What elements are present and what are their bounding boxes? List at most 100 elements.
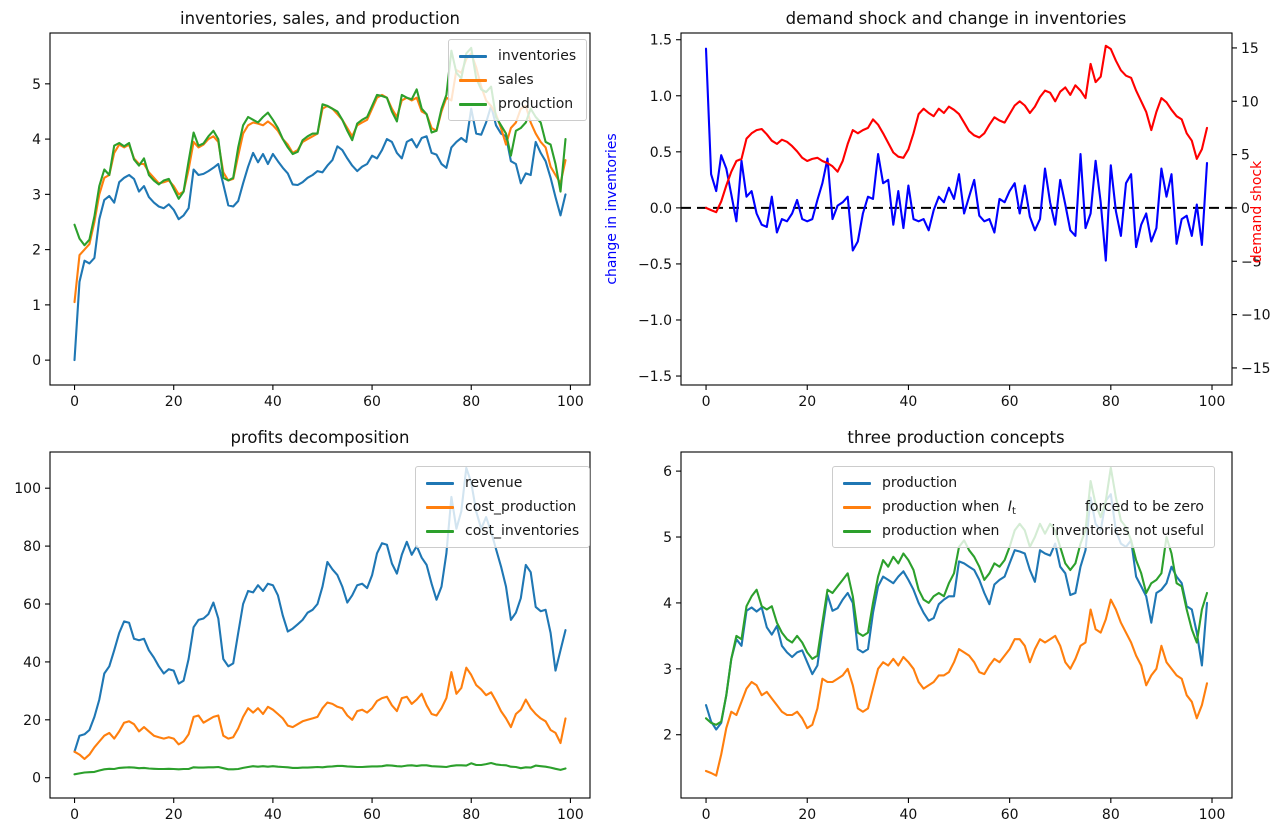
y-tick-label: 3: [32, 187, 41, 203]
x-tick-label: 100: [557, 807, 584, 823]
x-tick-label: 80: [462, 394, 480, 410]
y-tick-label: −1.0: [638, 313, 672, 329]
y-tick-label: 4: [663, 596, 672, 612]
legend-line-swatch: [426, 481, 454, 485]
y-tick-label: −1.5: [638, 369, 672, 385]
x-tick-label: 80: [1102, 807, 1120, 823]
legend-line-swatch: [843, 505, 871, 509]
plot-spines: [680, 32, 1233, 386]
x-tick-label: 80: [462, 807, 480, 823]
x-tick-label: 0: [702, 394, 711, 410]
legend-line-swatch: [459, 102, 487, 106]
x-tick-label: 20: [798, 807, 816, 823]
y-tick-label: 100: [14, 481, 41, 497]
legend-three-production-concepts: production production when I t forced to…: [832, 466, 1215, 548]
legend-line-swatch: [843, 481, 871, 485]
legend-label-text: production: [882, 475, 958, 491]
legend-item: sales: [459, 72, 576, 88]
y-tick-label: 2: [663, 728, 672, 744]
legend-label: production: [882, 475, 957, 491]
y-tick-label: 0: [32, 771, 41, 787]
x-tick-label: 0: [702, 807, 711, 823]
y-tick-label: 0.5: [650, 145, 672, 161]
legend-label: cost_inventories: [465, 523, 580, 539]
y-tick-label: 1.0: [650, 89, 672, 105]
x-tick-label: 40: [264, 394, 282, 410]
chart-title-inventories-sales-production: inventories, sales, and production: [179, 9, 461, 28]
legend-profits-decomposition: revenue cost_production cost_inventories: [415, 466, 591, 548]
y-tick-label-right: 5: [1241, 148, 1250, 164]
x-tick-label: 40: [900, 394, 918, 410]
y-tick-label-right: −10: [1241, 308, 1271, 324]
x-tick-label: 100: [557, 394, 584, 410]
legend-label-right: forced to be zero: [1084, 499, 1204, 515]
legend-line-swatch: [426, 529, 454, 533]
x-tick-label: 40: [264, 807, 282, 823]
y-axis-label-demand-shock: demand shock: [1249, 160, 1265, 264]
x-tick-label: 0: [70, 394, 79, 410]
y-tick-label: 5: [32, 77, 41, 93]
legend-item: production: [843, 475, 1204, 491]
y-tick-label: −0.5: [638, 257, 672, 273]
series-line-demand-shock: [704, 44, 1209, 214]
y-tick-label: 1: [32, 298, 41, 314]
legend-item: production: [459, 96, 576, 112]
legend-label-text: production when: [882, 523, 1000, 539]
legend-item: inventories: [459, 48, 576, 64]
y-tick-label: 40: [23, 655, 41, 671]
x-tick-label: 40: [900, 807, 918, 823]
subplot-profits-decomposition: 0 20 40 60 80 100 0 20 40 60 80 100: [14, 451, 591, 823]
math-symbol-I: I: [1007, 499, 1013, 515]
legend-label: production when: [882, 523, 999, 539]
legend-label: production when I t: [882, 499, 1016, 517]
series-line-cost-inventories: [73, 761, 567, 776]
subplot-demand-shock-change-inventories: 0 20 40 60 80 100 −1.5 −1.0 −0.5 0.0 0.5 1.0 1.5 −15 −…: [638, 32, 1271, 410]
y-tick-label: 1.5: [650, 33, 672, 49]
legend-line-swatch: [459, 78, 487, 82]
x-tick-label: 100: [1199, 394, 1226, 410]
y-tick-label: 5: [663, 530, 672, 546]
y-tick-label-right: 10: [1241, 94, 1259, 110]
y-tick-label: 2: [32, 243, 41, 259]
y-tick-label: 0.0: [650, 201, 672, 217]
y-tick-label: 0: [32, 353, 41, 369]
legend-item: production when inventories not useful: [843, 523, 1204, 539]
y-tick-label-right: −15: [1241, 361, 1271, 377]
legend-label: cost_production: [465, 499, 577, 515]
x-tick-label: 20: [165, 807, 183, 823]
chart-title-profits-decomposition: profits decomposition: [230, 428, 410, 447]
x-tick-label: 100: [1199, 807, 1226, 823]
legend-item: cost_production: [426, 499, 579, 515]
math-subscript-t: t: [1012, 506, 1016, 517]
y-tick-label: 20: [23, 713, 41, 729]
y-tick-label-right: 15: [1241, 41, 1259, 57]
legend-label: production: [498, 96, 574, 112]
legend-label-right: inventories not useful: [1051, 523, 1204, 539]
legend-item: revenue: [426, 475, 579, 491]
legend-line-swatch: [426, 505, 454, 509]
x-tick-label: 60: [363, 394, 381, 410]
legend-label: inventories: [498, 48, 577, 64]
y-tick-label: 4: [32, 132, 41, 148]
y-tick-label: 6: [663, 464, 672, 480]
legend-item: cost_inventories: [426, 523, 579, 539]
x-tick-label: 20: [798, 394, 816, 410]
x-tick-label: 80: [1102, 394, 1120, 410]
series-line-change-in-inventories: [704, 47, 1209, 262]
x-tick-label: 60: [1001, 394, 1019, 410]
y-axis-label-change-in-inventories: change in inventories: [604, 133, 620, 285]
series-line-production-when-it-forced-to-be-zero: [704, 598, 1209, 777]
y-tick-label: 3: [663, 662, 672, 678]
x-tick-label: 20: [165, 394, 183, 410]
legend-line-swatch: [459, 54, 487, 58]
x-tick-label: 0: [70, 807, 79, 823]
chart-title-demand-shock: demand shock and change in inventories: [785, 9, 1127, 28]
chart-title-three-production-concepts: three production concepts: [847, 428, 1065, 447]
legend-label: sales: [498, 72, 534, 88]
series-line-inventories: [73, 104, 567, 362]
plot-spines: [49, 32, 591, 386]
plot-spines: [49, 451, 591, 799]
plot-spines: [680, 451, 1233, 799]
